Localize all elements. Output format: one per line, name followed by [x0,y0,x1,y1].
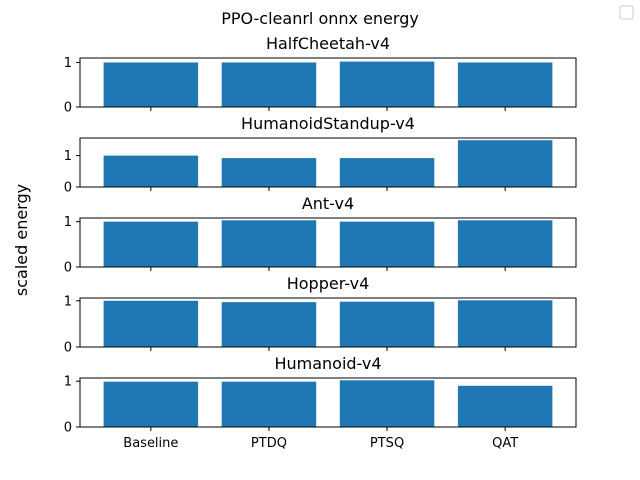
bar-ptsq [339,380,435,427]
subplot-title: HumanoidStandup-v4 [241,114,415,133]
axes-frame [79,217,577,268]
subplot-title: HalfCheetah-v4 [266,34,390,53]
bar-ptsq [339,221,435,267]
bar-qat [457,62,553,107]
bar-qat [457,140,553,187]
subplot-title: Humanoid-v4 [274,354,381,373]
subplot-3: Ant-v4 0 1 [64,194,577,276]
y-tick-label: 0 [64,421,72,436]
bar-ptsq [339,158,435,187]
subplot-1: HalfCheetah-v4 0 1 [64,34,577,116]
axes-frame [79,377,577,428]
x-tick-label: PTSQ [370,436,404,451]
subplot-5: Humanoid-v4 0 1 Baseline PTDQ PTSQ QAT [64,354,577,451]
axes-frame [79,297,577,348]
bar-baseline [103,300,199,347]
subplot-panels: HalfCheetah-v401HumanoidStandup-v401Ant-… [64,34,577,451]
y-tick-label: 0 [64,341,72,356]
bar-ptdq [221,381,317,427]
bar-baseline [103,381,199,427]
x-tick-label: QAT [492,436,518,451]
axes-frame [79,57,577,108]
y-tick-label: 0 [64,181,72,196]
y-tick-label: 1 [64,215,72,230]
bar-baseline [103,62,199,107]
bar-ptdq [221,158,317,187]
y-tick-label: 1 [64,375,72,390]
subplot-2: HumanoidStandup-v4 0 1 [64,114,577,196]
y-tick-label: 1 [64,294,72,309]
y-tick-label: 0 [64,101,72,116]
bar-baseline [103,221,199,267]
bar-ptsq [339,301,435,347]
bar-qat [457,220,553,267]
x-tick-label: Baseline [123,436,178,451]
y-axis-label: scaled energy [12,184,31,296]
bar-ptdq [221,302,317,347]
y-tick-label: 1 [64,149,72,164]
bar-qat [457,385,553,427]
subplot-4: Hopper-v4 0 1 [64,274,577,356]
bar-ptdq [221,62,317,107]
subplot-title: Ant-v4 [302,194,354,213]
figure-suptitle: PPO-cleanrl onnx energy [221,9,419,28]
y-tick-label: 1 [64,56,72,71]
bar-ptdq [221,220,317,267]
y-tick-label: 0 [64,261,72,276]
x-tick-label: PTDQ [251,436,287,451]
empty-legend-box [619,5,634,20]
bar-ptsq [339,61,435,107]
bar-baseline [103,155,199,187]
axes-frame [79,137,577,188]
subplot-title: Hopper-v4 [287,274,370,293]
bar-qat [457,300,553,347]
